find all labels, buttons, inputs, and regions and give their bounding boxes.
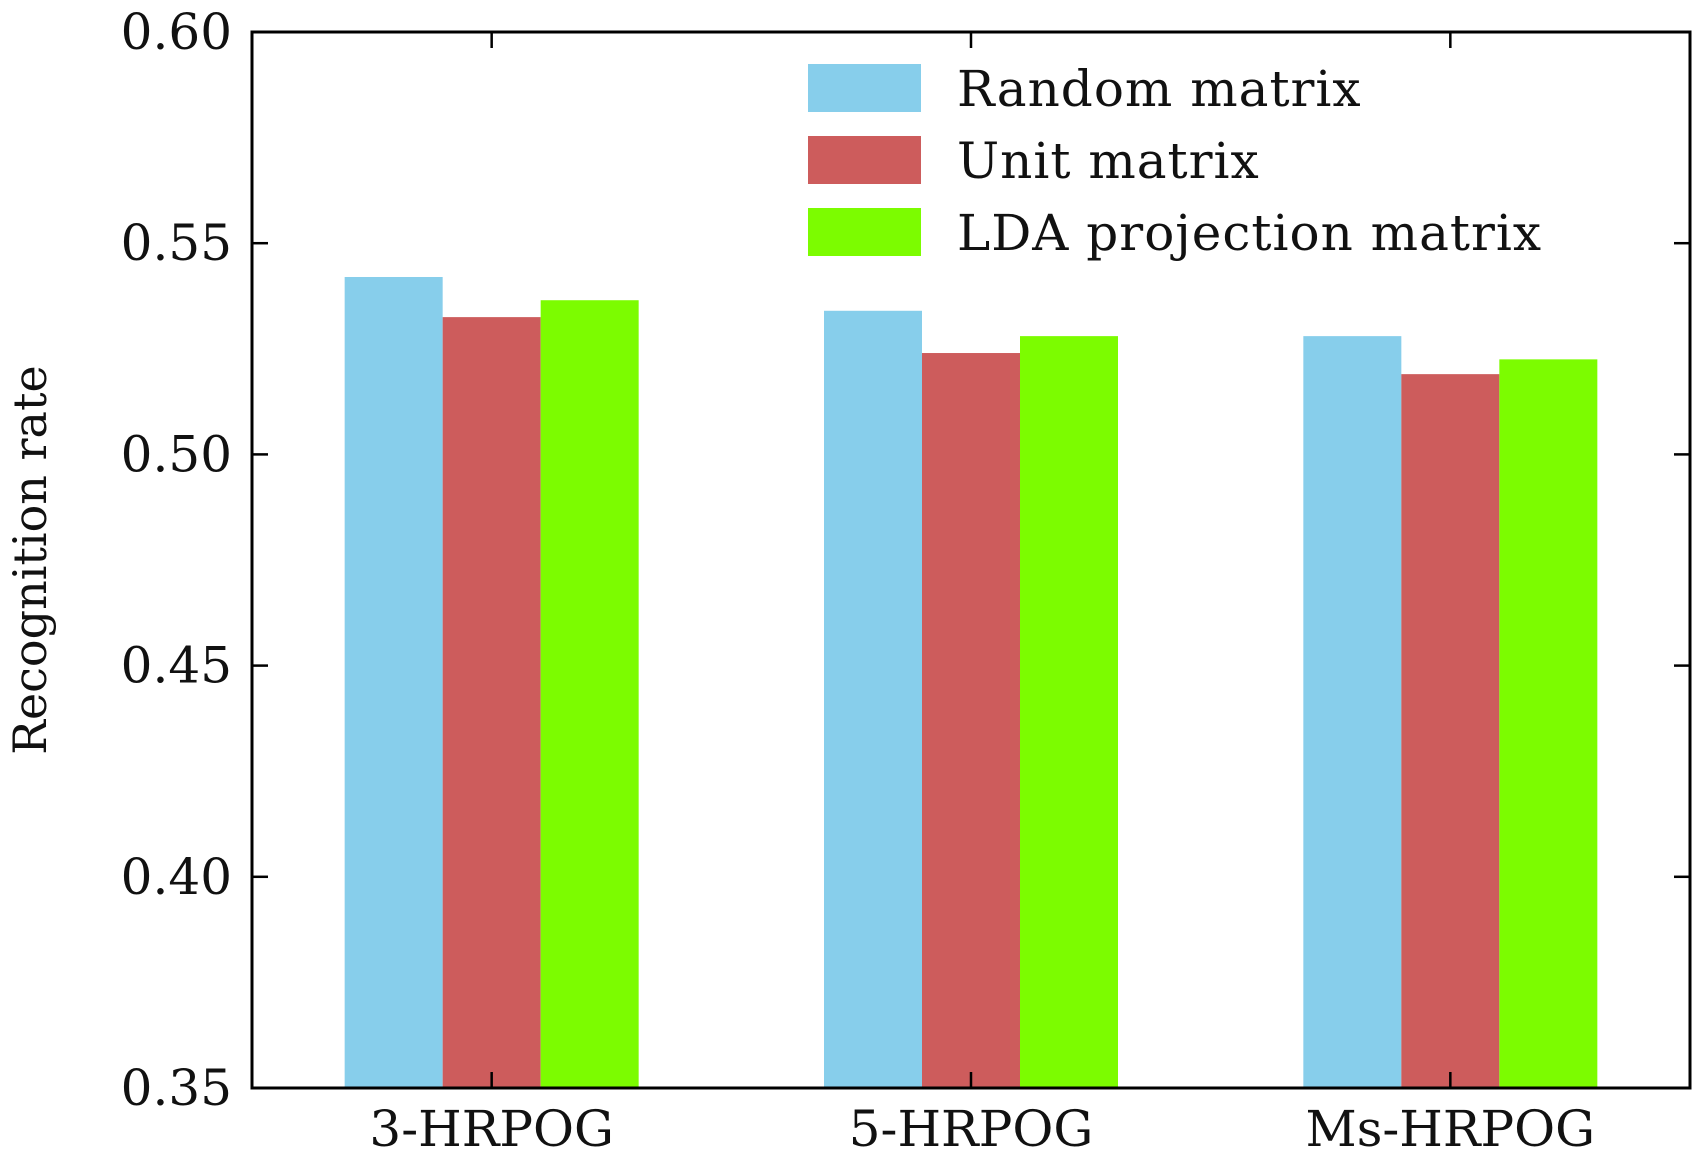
bar-1-3 [1303,336,1402,1088]
y-axis-ticks: 0.35 0.40 0.45 0.50 0.55 0.60 [121,3,1690,1117]
legend-label: Random matrix [957,60,1362,118]
bar-3-1 [540,300,639,1088]
bar-2-3 [1401,374,1500,1088]
x-category-label: 5-HRPOG [849,1100,1094,1158]
legend-swatch [808,64,921,112]
y-tick-label: 0.50 [121,425,232,483]
legend: Random matrix Unit matrix LDA projection m… [808,60,1542,262]
legend-swatch [808,136,921,184]
bar-1-2 [824,310,922,1088]
y-tick-label: 0.55 [121,214,232,272]
bar-2-1 [442,317,541,1088]
bar-1-1 [344,276,443,1088]
y-tick-label: 0.40 [121,848,232,906]
y-axis-title: Recognition rate [3,365,57,754]
x-category-label: 3-HRPOG [369,1100,614,1158]
x-axis-category-labels: 3-HRPOG 5-HRPOG Ms-HRPOG [369,32,1595,1158]
bars-group [344,276,1598,1088]
y-tick-label: 0.60 [121,3,232,61]
x-category-label: Ms-HRPOG [1306,1100,1596,1158]
y-tick-label: 0.35 [121,1059,232,1117]
bar-2-2 [922,353,1020,1088]
bar-3-3 [1499,359,1598,1088]
y-tick-label: 0.45 [121,637,232,695]
legend-label: Unit matrix [957,132,1260,190]
bar-3-2 [1020,336,1118,1088]
legend-label: LDA projection matrix [957,204,1542,262]
legend-swatch [808,208,921,256]
